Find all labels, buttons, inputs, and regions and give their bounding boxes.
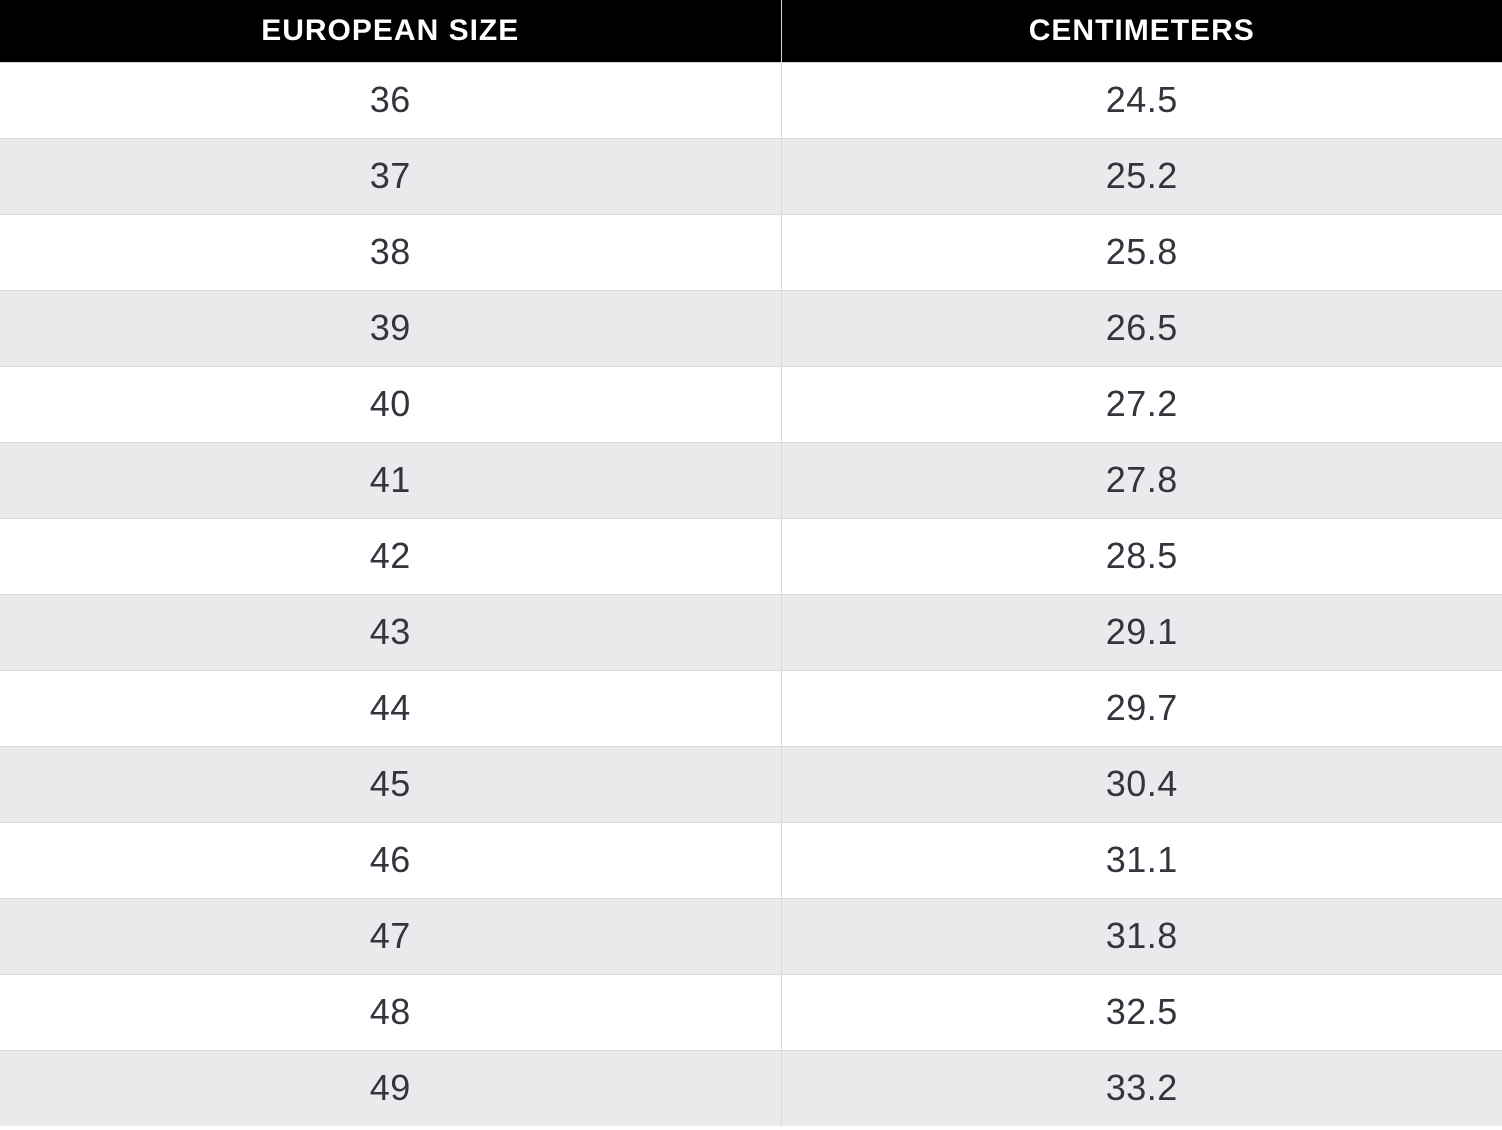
table-body: 36 24.5 37 25.2 38 25.8 39 26.5 40 27.2 41 27.8 42 28… [0, 62, 1502, 1126]
centimeters-cell: 26.5 [780, 290, 1502, 366]
table-row: 48 32.5 [0, 974, 1502, 1050]
centimeters-cell: 25.8 [780, 214, 1502, 290]
european-size-cell: 49 [369, 1067, 411, 1109]
centimeters-cell: 27.8 [780, 442, 1502, 518]
table-row: 43 29.1 [0, 594, 1502, 670]
centimeters-cell: 24.5 [780, 62, 1502, 138]
european-size-cell: 40 [369, 383, 411, 424]
table-row: 44 29.7 [0, 670, 1502, 746]
centimeters-cell: 29.7 [780, 670, 1502, 746]
table-row: 45 30.4 [0, 746, 1502, 822]
table-row: 40 27.2 [0, 366, 1502, 442]
centimeters-cell: 25.2 [780, 138, 1502, 214]
table-row: 37 25.2 [0, 138, 1502, 214]
centimeters-cell: 28.5 [780, 518, 1502, 594]
centimeters-cell: 31.8 [780, 898, 1502, 974]
table-row: 41 27.8 [0, 442, 1502, 518]
european-size-cell: 36 [369, 79, 411, 120]
european-size-cell: 41 [369, 459, 411, 500]
european-size-cell: 42 [369, 535, 411, 576]
european-size-cell: 44 [369, 687, 411, 728]
table-row: 39 26.5 [0, 290, 1502, 366]
column-header-european-size: EUROPEAN SIZE [0, 0, 781, 62]
european-size-cell: 46 [369, 839, 411, 880]
table-header: EUROPEAN SIZE CENTIMETERS [0, 0, 1502, 62]
european-size-cell: 45 [369, 763, 411, 804]
centimeters-cell: 31.1 [780, 822, 1502, 898]
column-header-centimeters: CENTIMETERS [780, 0, 1502, 62]
european-size-cell: 47 [369, 915, 411, 956]
centimeters-cell: 33.2 [780, 1050, 1502, 1126]
european-size-cell: 38 [369, 231, 411, 272]
european-size-cell: 39 [369, 307, 411, 348]
header-row: EUROPEAN SIZE CENTIMETERS [0, 0, 1502, 62]
centimeters-cell: 27.2 [780, 366, 1502, 442]
table-row: 46 31.1 [0, 822, 1502, 898]
centimeters-cell: 30.4 [780, 746, 1502, 822]
table-row: 47 31.8 [0, 898, 1502, 974]
european-size-cell: 37 [369, 155, 411, 196]
table-row: 49 33.2 [0, 1050, 1502, 1126]
table-row: 38 25.8 [0, 214, 1502, 290]
table-row: 42 28.5 [0, 518, 1502, 594]
european-size-cell: 48 [369, 991, 411, 1032]
centimeters-cell: 29.1 [780, 594, 1502, 670]
european-size-cell: 43 [369, 611, 411, 652]
table-row: 36 24.5 [0, 62, 1502, 138]
centimeters-cell: 32.5 [780, 974, 1502, 1050]
